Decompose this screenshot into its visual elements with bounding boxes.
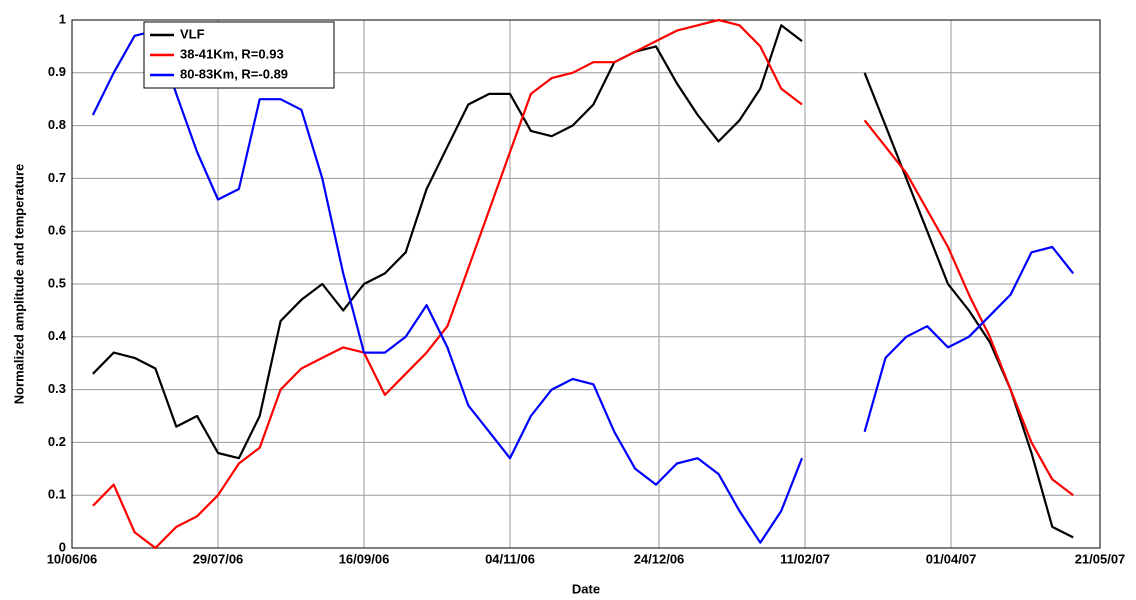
y-axis-label: Normalized amplitude and temperature bbox=[11, 164, 26, 405]
y-tick-label: 0.3 bbox=[48, 381, 66, 396]
series-line bbox=[92, 18, 803, 550]
x-tick-label: 04/11/06 bbox=[485, 551, 535, 566]
series-line bbox=[863, 119, 1074, 497]
legend-box bbox=[143, 21, 335, 89]
y-tick-label: 0 bbox=[59, 539, 66, 554]
y-tick-label: 0.9 bbox=[48, 64, 66, 79]
x-tick-label: 10/06/06 bbox=[47, 551, 98, 566]
y-tick-label: 0.8 bbox=[48, 117, 66, 132]
x-tick-label: 21/05/07 bbox=[1075, 551, 1126, 566]
legend-label: 80-83Km, R=-0.89 bbox=[180, 66, 288, 81]
x-tick-label: 24/12/06 bbox=[634, 551, 685, 566]
series-line bbox=[91, 29, 804, 544]
x-tick-label: 16/09/06 bbox=[339, 551, 390, 566]
y-tick-label: 0.7 bbox=[48, 170, 66, 185]
y-tick-label: 0.1 bbox=[48, 487, 66, 502]
x-tick-label: 29/07/06 bbox=[193, 551, 244, 566]
y-tick-label: 0.6 bbox=[48, 223, 66, 238]
x-tick-label: 01/04/07 bbox=[926, 551, 977, 566]
plot-frame bbox=[71, 19, 1101, 549]
y-tick-label: 0.5 bbox=[48, 275, 66, 290]
legend-label: VLF bbox=[180, 26, 205, 41]
x-axis-label: Date bbox=[572, 581, 600, 596]
y-tick-label: 0.2 bbox=[48, 434, 66, 449]
y-tick-label: 0.4 bbox=[48, 328, 67, 343]
x-tick-label: 11/02/07 bbox=[780, 551, 830, 566]
series-line bbox=[863, 245, 1075, 433]
y-tick-label: 1 bbox=[59, 11, 66, 26]
series-line bbox=[863, 72, 1074, 539]
series-line bbox=[92, 24, 803, 460]
legend-label: 38-41Km, R=0.93 bbox=[180, 46, 284, 61]
